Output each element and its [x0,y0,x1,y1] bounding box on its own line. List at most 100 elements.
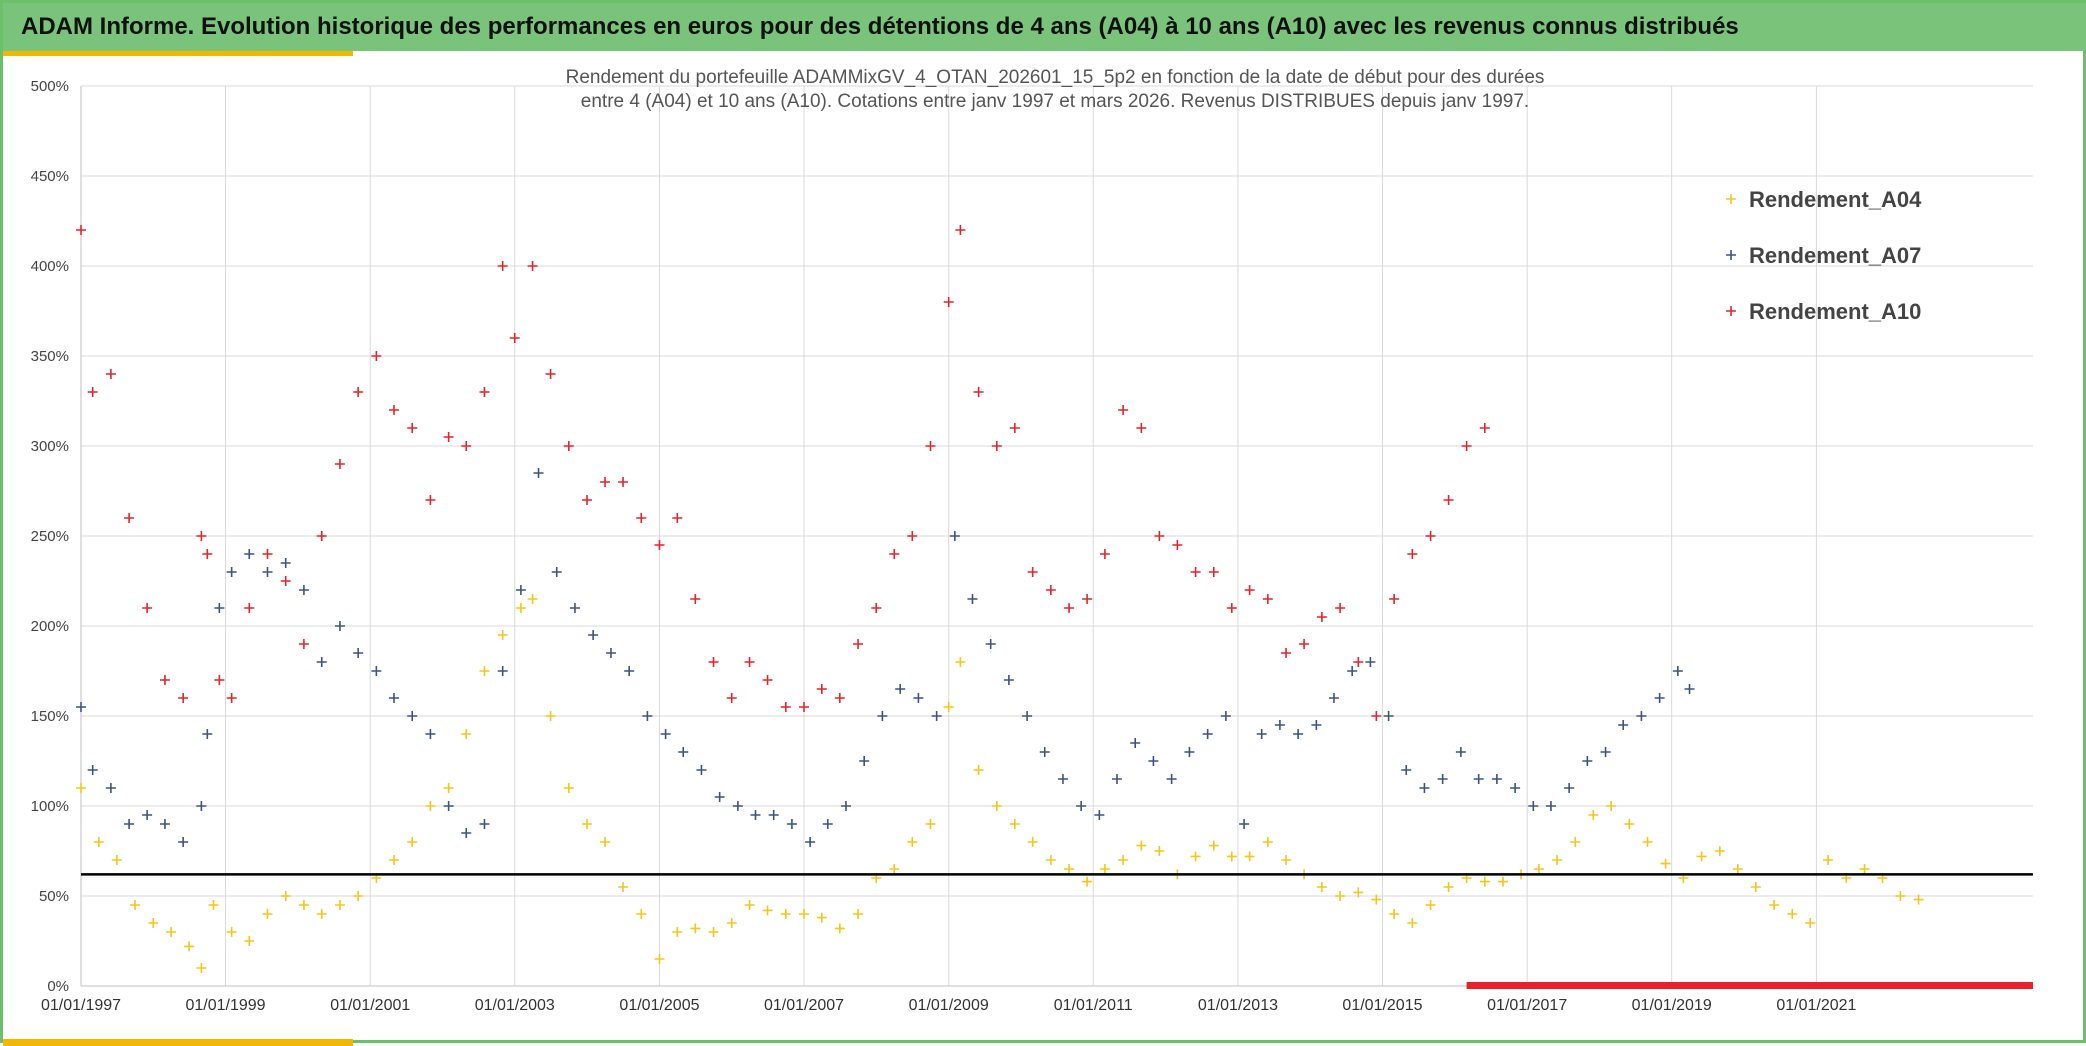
data-point [461,441,472,451]
data-point [178,693,189,703]
data-point [353,648,364,658]
data-point [805,837,816,847]
data-point [1823,855,1834,865]
data-point [298,585,309,595]
data-point [1564,783,1575,793]
y-tick-label: 200% [31,618,69,635]
data-point [93,837,104,847]
data-point [1166,774,1177,784]
data-point [1672,666,1683,676]
data-point [1425,900,1436,910]
data-point [1443,495,1454,505]
data-point [1064,603,1075,613]
data-point [582,495,593,505]
chart-subtitle: entre 4 (A04) et 10 ans (A10). Cotations… [581,91,1529,112]
data-point [1533,864,1544,874]
data-point [780,702,791,712]
data-point [111,855,122,865]
data-point [834,693,845,703]
data-point [1335,891,1346,901]
data-point [334,900,345,910]
data-point [1437,774,1448,784]
data-point [1642,837,1653,847]
data-point [202,549,213,559]
data-point [1082,594,1093,604]
data-point [1118,405,1129,415]
data-point [124,513,135,523]
data-point [1226,851,1237,862]
data-point [244,603,255,613]
series-Rendement_A10 [76,225,1490,721]
data-point [178,837,189,847]
data-point [262,567,273,577]
data-point [1027,567,1038,577]
data-point [563,441,574,451]
y-tick-label: 0% [47,978,69,995]
data-point [1660,858,1671,869]
data-point [1239,819,1250,829]
data-point [1365,657,1376,667]
x-axis: 01/01/1997 01/01/1999 01/01/2001 01/01/2003… [41,985,2033,1014]
data-point [690,594,701,604]
data-point [660,729,671,739]
chart-title: Rendement du portefeuille ADAMMixGV_4_OT… [566,67,1545,88]
data-point [208,900,219,910]
data-point [244,936,255,946]
data-point [744,657,755,667]
data-point [1244,585,1255,595]
y-tick-label: 500% [31,78,69,95]
data-point [1057,774,1068,784]
data-point [889,864,900,874]
y-tick-label: 400% [31,258,69,275]
x-tick-label: 01/01/2011 [1054,997,1133,1014]
data-point [1220,711,1231,721]
data-point [1389,909,1400,919]
header-bar: ADAM Informe. Evolution historique des p… [3,3,2086,51]
data-point [1407,918,1418,928]
data-point [708,657,719,667]
data-point [889,549,900,559]
data-point [1202,729,1213,739]
x-tick-label: 01/01/2015 [1342,997,1422,1014]
data-point [654,954,665,964]
data-point [1118,855,1129,865]
page-title: ADAM Informe. Evolution historique des p… [21,13,1739,40]
data-point [443,801,454,811]
x-tick-label: 01/01/2001 [330,997,410,1014]
data-point [353,387,364,397]
data-point [600,477,611,487]
data-point [1281,648,1292,658]
y-tick-label: 150% [31,708,69,725]
data-point [1099,864,1110,874]
data-point [877,711,888,721]
data-point [1407,549,1418,559]
data-point [967,594,978,604]
data-point [816,912,827,923]
data-point [1461,441,1472,451]
data-point [780,909,791,919]
data-point [196,801,207,811]
data-point [1624,819,1635,829]
data-point [87,387,98,397]
data-point [732,801,743,811]
x-tick-label: 01/01/2003 [475,997,555,1014]
data-point [1244,851,1255,862]
data-point [425,495,436,505]
data-point [130,900,141,910]
data-point [1022,711,1033,721]
data-point [798,909,809,919]
data-point [1039,747,1050,757]
data-point [545,711,556,721]
x-tick-label: 01/01/1999 [185,997,265,1014]
data-point [931,711,942,721]
data-point [334,459,345,469]
data-point [1064,864,1075,874]
data-point [1455,747,1466,757]
data-point [497,666,508,676]
data-point [1371,711,1382,721]
data-point [202,729,213,739]
legend-label: Rendement_A10 [1749,299,1921,324]
data-point [569,603,580,613]
legend-marker [1726,250,1736,260]
data-point [672,513,683,523]
